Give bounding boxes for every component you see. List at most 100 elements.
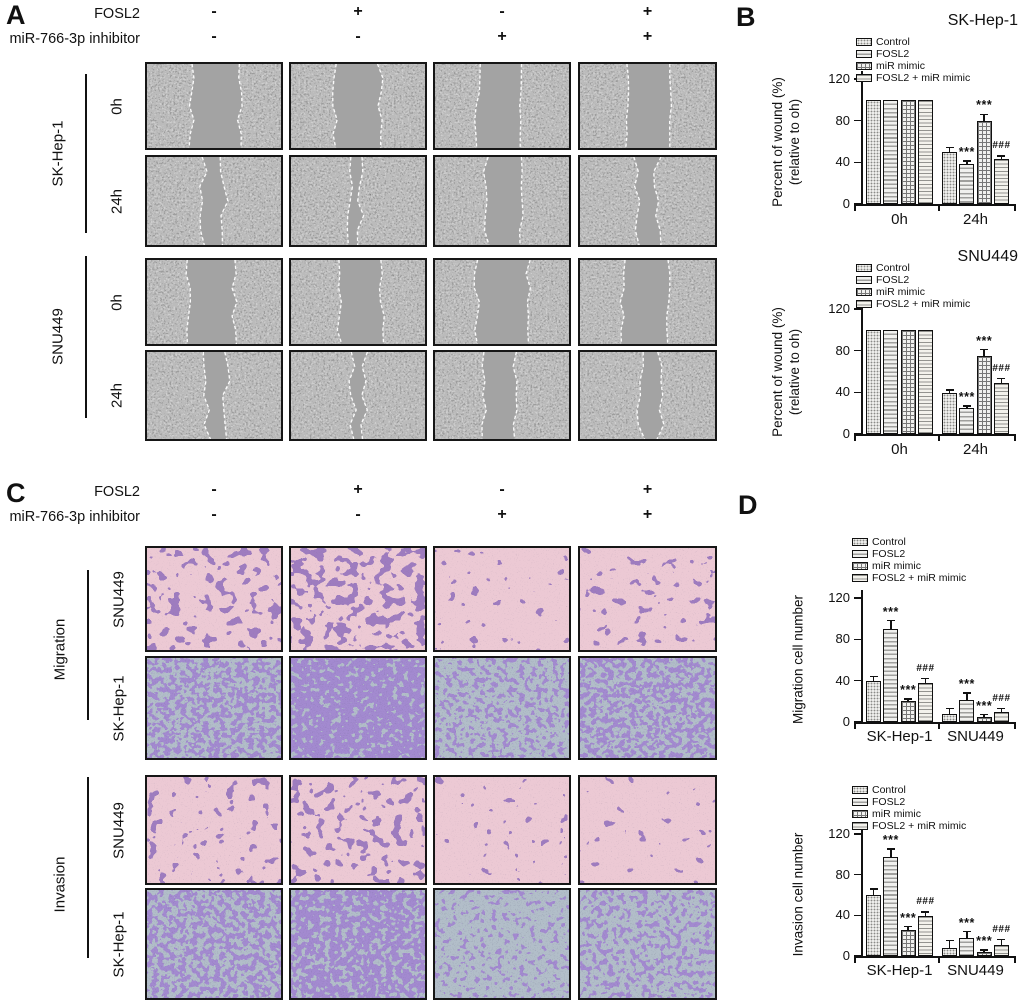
bar-control-sk-hep-1 bbox=[866, 680, 882, 722]
wound-micrograph bbox=[580, 157, 715, 245]
bar-mir-mimic-snu449 bbox=[976, 951, 992, 956]
fosl2-sign-col1: - bbox=[211, 3, 217, 20]
legend-label: Control bbox=[876, 36, 910, 48]
transwell-micrograph bbox=[291, 548, 425, 650]
wound-image-sk-hep-1-0h-col4 bbox=[578, 62, 717, 150]
significance-mark: *** bbox=[958, 915, 975, 930]
x-axis-tick bbox=[1014, 434, 1016, 441]
legend-item: FOSL2 + miR mimic bbox=[856, 72, 970, 84]
bar-mir-mimic-24h bbox=[976, 355, 992, 434]
error-bar-cap bbox=[921, 677, 930, 680]
mir-sign-col2: - bbox=[355, 506, 361, 523]
x-axis-tick bbox=[854, 204, 856, 211]
error-bar-cap bbox=[886, 619, 895, 622]
error-bar bbox=[1000, 156, 1003, 160]
transwell-image-migration-snu449-col2 bbox=[289, 546, 427, 652]
y-axis-tick bbox=[854, 597, 862, 599]
bar-control-0h bbox=[866, 329, 882, 434]
wound-micrograph bbox=[291, 260, 425, 344]
transwell-micrograph bbox=[580, 777, 715, 883]
significance-mark: ### bbox=[916, 896, 935, 908]
bar-fosl2-0h bbox=[883, 329, 899, 434]
significance-mark: *** bbox=[958, 677, 975, 692]
mir-sign-col2: - bbox=[355, 28, 361, 45]
error-bar-cap bbox=[945, 939, 954, 942]
chart-title: SK-Hep-1 bbox=[947, 12, 1018, 29]
y-tick-label: 80 bbox=[835, 342, 850, 358]
bar-mir-mimic-24h bbox=[976, 120, 992, 204]
legend-item: FOSL2 bbox=[856, 48, 909, 60]
legend-swatch bbox=[852, 786, 868, 794]
legend-label: miR mimic bbox=[876, 286, 925, 298]
y-axis bbox=[861, 590, 863, 723]
y-axis-tick bbox=[854, 721, 862, 723]
y-axis-title: Migration cell number bbox=[790, 529, 807, 789]
error-bar bbox=[907, 699, 909, 702]
y-axis bbox=[861, 71, 863, 205]
wound-micrograph bbox=[580, 64, 715, 148]
legend-swatch bbox=[852, 822, 868, 830]
error-bar bbox=[890, 849, 892, 858]
legend-swatch bbox=[856, 74, 872, 82]
significance-mark: ### bbox=[992, 923, 1011, 935]
legend-item: miR mimic bbox=[856, 60, 925, 72]
error-bar-cap bbox=[904, 925, 913, 928]
y-axis bbox=[861, 301, 863, 435]
error-bar bbox=[983, 949, 985, 952]
error-bar bbox=[966, 693, 968, 701]
mir-sign-col1: - bbox=[211, 28, 217, 45]
wound-image-snu449-0h-col4 bbox=[578, 258, 717, 346]
transwell-image-invasion-snu449-col2 bbox=[289, 775, 427, 885]
error-bar-cap bbox=[962, 405, 971, 407]
significance-mark: *** bbox=[958, 389, 975, 404]
legend-label: miR mimic bbox=[876, 60, 925, 72]
wound-image-sk-hep-1-0h-col1 bbox=[145, 62, 283, 150]
wound-image-sk-hep-1-24h-col1 bbox=[145, 155, 283, 247]
bar-control-0h bbox=[866, 99, 882, 204]
x-axis-tick bbox=[854, 434, 856, 441]
panel-c-mir-inhibitor-row-label: miR-766-3p inhibitor bbox=[9, 509, 140, 525]
significance-mark: *** bbox=[882, 604, 899, 619]
legend-swatch bbox=[852, 810, 868, 818]
significance-mark: *** bbox=[900, 683, 917, 698]
significance-mark: ### bbox=[992, 692, 1011, 704]
x-axis-tick bbox=[938, 722, 940, 729]
x-axis-tick bbox=[938, 204, 940, 211]
significance-mark: *** bbox=[976, 98, 993, 113]
legend-label: FOSL2 + miR mimic bbox=[872, 572, 967, 584]
legend-item: FOSL2 bbox=[852, 796, 905, 808]
legend-item: Control bbox=[852, 536, 906, 548]
cellline-label-sk-hep-1: SK-Hep-1 bbox=[110, 675, 128, 742]
bar-fosl2-mir-mimic-24h bbox=[993, 159, 1009, 204]
time-label-0h: 0h bbox=[108, 98, 126, 115]
x-category-label: 24h bbox=[962, 441, 989, 458]
y-tick-label: 80 bbox=[835, 866, 850, 882]
x-axis-tick bbox=[1014, 204, 1016, 211]
wound-micrograph bbox=[580, 352, 715, 439]
x-category-label: SNU449 bbox=[947, 962, 1004, 979]
x-axis bbox=[854, 434, 1015, 436]
y-tick-label: 0 bbox=[842, 196, 850, 211]
legend-item: Control bbox=[856, 36, 910, 48]
error-bar bbox=[983, 349, 985, 356]
transwell-image-invasion-sk-hep-1-col1 bbox=[145, 888, 283, 1000]
legend-label: FOSL2 bbox=[876, 48, 910, 60]
error-bar-cap bbox=[886, 848, 895, 850]
wound-micrograph bbox=[435, 352, 569, 439]
y-axis-title-line: (relative to oh) bbox=[787, 328, 802, 416]
error-bar bbox=[948, 940, 951, 948]
significance-mark: *** bbox=[976, 933, 993, 948]
y-tick-label: 0 bbox=[842, 948, 850, 963]
wound-micrograph bbox=[147, 352, 281, 439]
legend-item: FOSL2 + miR mimic bbox=[852, 820, 966, 832]
cellline-label-snu449: SNU449 bbox=[110, 802, 128, 859]
transwell-image-invasion-sk-hep-1-col4 bbox=[578, 888, 717, 1000]
x-category-label: SNU449 bbox=[947, 728, 1004, 745]
y-tick-label: 120 bbox=[828, 301, 850, 316]
error-bar-cap bbox=[962, 930, 971, 933]
x-axis bbox=[854, 722, 1015, 724]
error-bar bbox=[983, 114, 985, 121]
wound-image-sk-hep-1-24h-col2 bbox=[289, 155, 427, 247]
transwell-micrograph bbox=[291, 777, 425, 883]
x-axis-tick bbox=[854, 956, 856, 963]
